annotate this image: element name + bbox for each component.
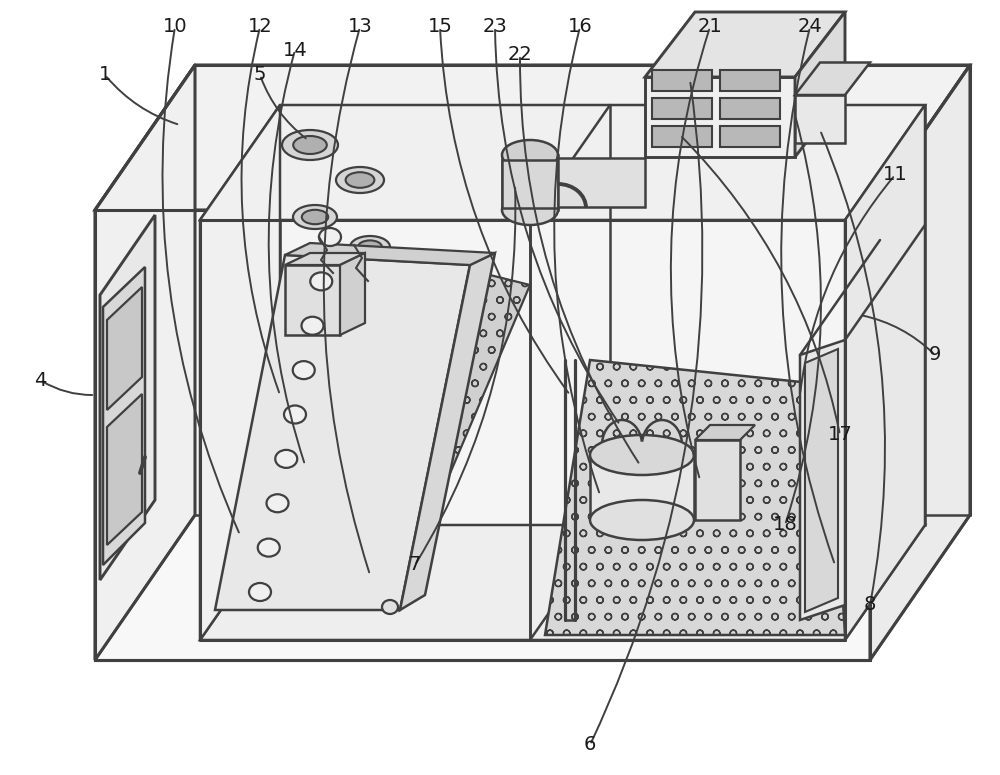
Ellipse shape (302, 210, 328, 224)
Polygon shape (870, 65, 970, 660)
Polygon shape (805, 349, 838, 612)
Ellipse shape (358, 240, 382, 253)
Text: 14: 14 (283, 40, 307, 60)
Ellipse shape (249, 583, 271, 601)
Polygon shape (695, 425, 755, 440)
Text: 8: 8 (864, 595, 876, 615)
Ellipse shape (502, 140, 558, 170)
Polygon shape (107, 394, 142, 545)
Ellipse shape (266, 494, 288, 512)
Ellipse shape (590, 435, 694, 475)
Ellipse shape (275, 449, 297, 468)
Ellipse shape (346, 172, 374, 188)
Text: 11: 11 (883, 166, 907, 184)
Polygon shape (100, 215, 155, 580)
Text: 23: 23 (483, 18, 507, 36)
Polygon shape (285, 253, 365, 265)
Text: 21: 21 (698, 18, 722, 36)
Polygon shape (795, 95, 845, 143)
Polygon shape (545, 360, 845, 635)
Text: 16: 16 (568, 18, 592, 36)
Polygon shape (695, 440, 740, 520)
Text: 1: 1 (99, 66, 111, 84)
Polygon shape (645, 77, 795, 157)
FancyBboxPatch shape (652, 98, 712, 119)
Ellipse shape (590, 500, 694, 540)
Ellipse shape (293, 205, 337, 229)
Polygon shape (645, 12, 845, 77)
Polygon shape (200, 105, 925, 220)
FancyBboxPatch shape (720, 98, 780, 119)
Polygon shape (285, 243, 495, 265)
Polygon shape (800, 340, 845, 620)
Text: 4: 4 (34, 370, 46, 390)
Polygon shape (285, 265, 340, 335)
Text: 22: 22 (508, 46, 532, 64)
Ellipse shape (382, 600, 398, 614)
FancyBboxPatch shape (652, 70, 712, 91)
FancyBboxPatch shape (652, 126, 712, 147)
Ellipse shape (319, 228, 341, 246)
Ellipse shape (293, 361, 315, 379)
Polygon shape (103, 267, 145, 565)
Polygon shape (795, 12, 845, 157)
Polygon shape (95, 65, 970, 210)
Ellipse shape (293, 136, 327, 154)
Polygon shape (340, 253, 365, 335)
FancyBboxPatch shape (720, 70, 780, 91)
Polygon shape (95, 65, 195, 660)
Ellipse shape (310, 272, 332, 291)
Text: 13: 13 (348, 18, 372, 36)
Polygon shape (558, 158, 645, 207)
Text: 6: 6 (584, 735, 596, 755)
Polygon shape (107, 287, 142, 410)
Polygon shape (502, 160, 558, 208)
Polygon shape (502, 155, 558, 210)
Text: 17: 17 (828, 425, 852, 445)
Ellipse shape (502, 195, 558, 225)
Polygon shape (400, 253, 495, 610)
Ellipse shape (284, 405, 306, 423)
Ellipse shape (282, 130, 338, 160)
Ellipse shape (258, 539, 280, 556)
Polygon shape (280, 105, 925, 525)
Polygon shape (380, 270, 530, 497)
FancyBboxPatch shape (720, 126, 780, 147)
Text: 12: 12 (248, 18, 272, 36)
Text: 9: 9 (929, 346, 941, 364)
Polygon shape (590, 455, 694, 520)
Text: 7: 7 (409, 556, 421, 574)
Polygon shape (215, 255, 470, 610)
Ellipse shape (336, 167, 384, 193)
Polygon shape (95, 210, 870, 660)
Polygon shape (795, 63, 870, 95)
Text: 24: 24 (798, 18, 822, 36)
Polygon shape (845, 105, 925, 640)
Ellipse shape (350, 236, 390, 258)
Ellipse shape (302, 317, 324, 335)
Polygon shape (200, 525, 925, 640)
Text: 10: 10 (163, 18, 187, 36)
Text: 15: 15 (428, 18, 452, 36)
Text: 5: 5 (254, 66, 266, 84)
Polygon shape (200, 105, 280, 640)
Text: 18: 18 (773, 515, 797, 535)
